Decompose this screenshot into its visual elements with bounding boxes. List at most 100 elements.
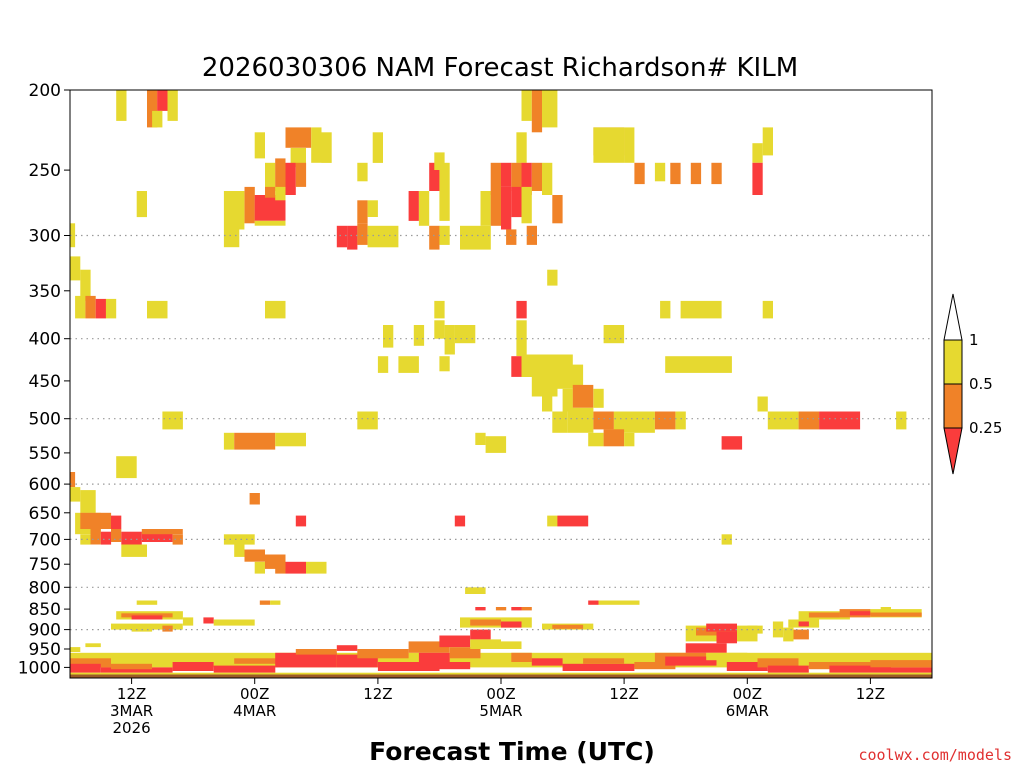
ri-cell-101 (572, 384, 594, 408)
ri-cell-79 (434, 300, 445, 319)
ri-cell-77 (265, 300, 286, 319)
y-tick-label-450: 450 (29, 372, 61, 392)
y-tick-label-1000: 1000 (18, 658, 61, 678)
ri-cell-80 (516, 300, 527, 319)
ri-cell-169 (203, 617, 214, 624)
ri-cell-223 (583, 658, 625, 664)
ri-cell-2 (157, 90, 168, 111)
ri-cell-73 (85, 295, 96, 319)
ri-cell-125 (116, 456, 137, 479)
ri-cell-104 (567, 407, 594, 433)
ri-cell-127 (70, 487, 81, 502)
ri-cell-86 (434, 320, 445, 339)
ri-cell-144 (172, 534, 183, 545)
ri-cell-200 (70, 663, 101, 673)
ri-cell-194 (716, 631, 737, 644)
ri-cell-173 (162, 625, 173, 632)
ri-cell-221 (531, 658, 563, 666)
ri-cell-96 (531, 376, 558, 397)
ri-cell-82 (680, 300, 722, 319)
ri-cell-11 (311, 127, 322, 163)
ri-cell-236 (70, 672, 932, 675)
x-tick-label-2-0: 12Z (363, 685, 392, 703)
ri-cell-28 (439, 162, 450, 191)
ri-cell-196 (70, 647, 81, 652)
ri-cell-155 (465, 587, 486, 594)
ri-cell-188 (772, 621, 784, 638)
ri-cell-185 (880, 607, 891, 612)
x-tick-label-6-0: 12Z (856, 685, 885, 703)
ri-cell-113 (767, 411, 799, 430)
plot-frame (69, 89, 933, 679)
ri-cell-33 (531, 162, 543, 191)
ri-cell-134 (454, 515, 466, 527)
ri-cell-187 (798, 621, 809, 627)
ri-cell-14 (372, 132, 383, 163)
ri-cell-36 (654, 162, 666, 182)
y-tick-label-500: 500 (29, 410, 61, 430)
x-tick-label-5-0: 00Z (733, 685, 762, 703)
ri-cell-121 (275, 432, 306, 447)
ri-cell-78 (547, 269, 558, 286)
ri-cell-47 (275, 186, 286, 201)
ri-cell-119 (223, 432, 235, 450)
ri-cell-124 (721, 436, 743, 450)
ri-cell-195 (747, 625, 763, 634)
ri-cell-5 (521, 90, 532, 121)
ri-cell-29 (490, 162, 501, 195)
ri-cell-94 (511, 356, 522, 377)
ri-cell-207 (295, 649, 337, 655)
y-tick-label-200: 200 (29, 81, 61, 101)
ri-cell-66 (460, 225, 491, 250)
ri-cell-67 (506, 229, 517, 245)
ri-cell-97 (557, 364, 584, 389)
ri-cell-34 (542, 162, 553, 195)
x-tick-label-1-1: 4MAR (233, 702, 276, 720)
ri-cell-105 (593, 411, 614, 430)
ri-cell-167 (131, 615, 163, 620)
x-tick-label-0-0: 12Z (117, 685, 146, 703)
ri-cell-132 (111, 515, 122, 529)
ri-cell-40 (752, 162, 763, 195)
ri-cell-202 (111, 663, 152, 670)
ri-cell-35 (634, 162, 645, 185)
ri-cell-21 (265, 162, 276, 191)
ri-cell-176 (501, 621, 522, 628)
ri-cell-235 (891, 667, 932, 673)
ri-cell-161 (511, 607, 522, 611)
x-tick-label-3-0: 00Z (486, 685, 515, 703)
ri-cell-193 (706, 623, 737, 632)
ri-cell-91 (377, 356, 389, 373)
ri-cell-216 (429, 662, 471, 670)
ri-cell-22 (275, 158, 286, 191)
ri-cell-219 (501, 641, 522, 649)
y-tick-label-700: 700 (29, 530, 61, 550)
y-tick-label-550: 550 (29, 444, 61, 464)
ri-cell-8 (542, 90, 558, 128)
ri-cell-92 (398, 356, 419, 373)
ri-cell-107 (588, 432, 604, 447)
x-tick-label-4-0: 12Z (609, 685, 638, 703)
ri-cell-0 (116, 90, 127, 121)
ri-cell-3 (152, 110, 163, 128)
ri-cell-99 (542, 396, 553, 412)
ri-cell-184 (870, 612, 922, 617)
y-tick-label-650: 650 (29, 504, 61, 524)
credit-text: coolwx.com/models (858, 746, 1012, 764)
ri-cell-93 (439, 356, 450, 372)
ri-cell-6 (531, 90, 543, 133)
ri-cell-102 (593, 388, 604, 408)
ri-cell-175 (470, 619, 501, 626)
ri-cell-61 (347, 225, 358, 250)
x-axis-label: Forecast Time (UTC) (369, 737, 655, 766)
ri-cell-72 (75, 295, 86, 319)
ri-cell-110 (654, 411, 676, 430)
y-tick-label-400: 400 (29, 330, 61, 350)
ri-cell-90 (603, 325, 625, 344)
ri-cell-115 (819, 411, 861, 430)
ri-cell-234 (870, 660, 932, 668)
legend-label-0: 1 (969, 331, 979, 349)
ri-cell-222 (562, 663, 635, 671)
ri-cell-170 (213, 619, 255, 626)
